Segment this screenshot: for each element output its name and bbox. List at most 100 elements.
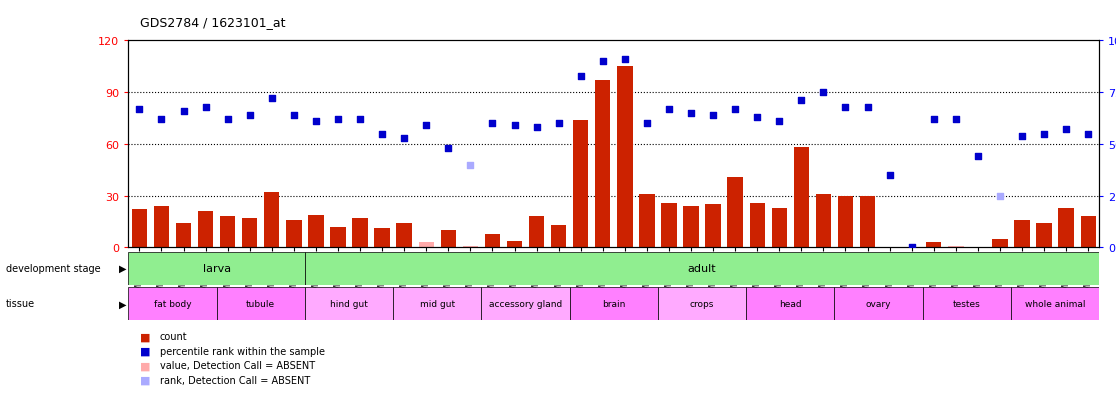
Point (815, 90, 833, 96)
Point (991, 193, 1009, 199)
Point (241, 112, 259, 119)
Text: ■: ■ (140, 361, 150, 370)
Bar (595, 81, 610, 248)
Bar (859, 196, 875, 248)
Bar (793, 148, 809, 248)
Point (153, 116, 171, 123)
Point (925, 116, 943, 123)
Bar (217, 287, 305, 320)
Point (417, 123, 435, 129)
Point (946, 116, 964, 123)
Text: tubule: tubule (247, 299, 276, 308)
Point (352, 116, 369, 123)
Text: fat body: fat body (154, 299, 191, 308)
Point (307, 119, 325, 125)
Bar (1037, 224, 1051, 248)
Point (660, 106, 677, 113)
Bar (441, 230, 456, 248)
Bar (353, 218, 368, 248)
Bar (305, 252, 1099, 285)
Bar (569, 287, 658, 320)
Bar (198, 211, 213, 248)
Point (461, 162, 479, 169)
Text: crops: crops (690, 299, 714, 308)
Text: rank, Detection Call = ABSENT: rank, Detection Call = ABSENT (160, 375, 310, 385)
Bar (132, 210, 147, 248)
Bar (264, 193, 279, 248)
Point (881, 172, 898, 179)
Bar (771, 208, 787, 248)
Bar (242, 218, 258, 248)
Bar (617, 67, 633, 248)
Point (638, 121, 656, 127)
Text: ■: ■ (140, 346, 150, 356)
Bar (220, 217, 235, 248)
Bar (639, 195, 655, 248)
Bar (1011, 287, 1099, 320)
Point (616, 57, 634, 63)
Text: adult: adult (687, 263, 716, 273)
Text: whole animal: whole animal (1024, 299, 1086, 308)
Text: mid gut: mid gut (420, 299, 455, 308)
Point (770, 119, 788, 125)
Bar (128, 252, 305, 285)
Point (704, 112, 722, 119)
Point (1036, 131, 1054, 138)
Bar (484, 234, 500, 248)
Bar (154, 206, 170, 248)
Bar (949, 246, 963, 248)
Bar (728, 177, 743, 248)
Bar (393, 287, 481, 320)
Bar (507, 241, 522, 248)
Bar (374, 229, 389, 248)
Text: ▶: ▶ (118, 263, 126, 273)
Bar (176, 224, 191, 248)
Bar (481, 287, 569, 320)
Point (131, 106, 148, 113)
Text: accessory gland: accessory gland (489, 299, 562, 308)
Text: ■: ■ (140, 375, 150, 385)
Bar (1014, 220, 1030, 248)
Bar (305, 287, 393, 320)
Text: ▶: ▶ (118, 299, 126, 309)
Bar (551, 225, 566, 248)
Text: tissue: tissue (6, 299, 35, 309)
Point (792, 98, 810, 104)
Point (837, 104, 855, 111)
Bar (1080, 217, 1096, 248)
Text: percentile rank within the sample: percentile rank within the sample (160, 346, 325, 356)
Bar (529, 217, 545, 248)
Text: GDS2784 / 1623101_at: GDS2784 / 1623101_at (140, 16, 285, 29)
Point (263, 96, 281, 102)
Text: development stage: development stage (6, 263, 100, 273)
Point (969, 154, 987, 160)
Bar (747, 287, 835, 320)
Point (1057, 127, 1075, 133)
Point (395, 135, 413, 142)
Point (329, 116, 347, 123)
Point (483, 121, 501, 127)
Point (219, 116, 237, 123)
Bar (923, 287, 1011, 320)
Bar (992, 239, 1008, 248)
Bar (573, 121, 588, 248)
Bar (1058, 208, 1074, 248)
Point (858, 104, 876, 111)
Point (682, 110, 700, 117)
Point (528, 125, 546, 131)
Bar (463, 246, 478, 248)
Bar (662, 203, 676, 248)
Bar (418, 242, 434, 248)
Point (727, 106, 744, 113)
Text: larva: larva (202, 263, 231, 273)
Bar (396, 224, 412, 248)
Bar (128, 287, 217, 320)
Bar (838, 196, 854, 248)
Text: head: head (779, 299, 801, 308)
Point (1079, 131, 1097, 138)
Point (285, 112, 302, 119)
Bar (835, 287, 923, 320)
Text: testes: testes (953, 299, 981, 308)
Bar (658, 287, 747, 320)
Point (1013, 133, 1031, 140)
